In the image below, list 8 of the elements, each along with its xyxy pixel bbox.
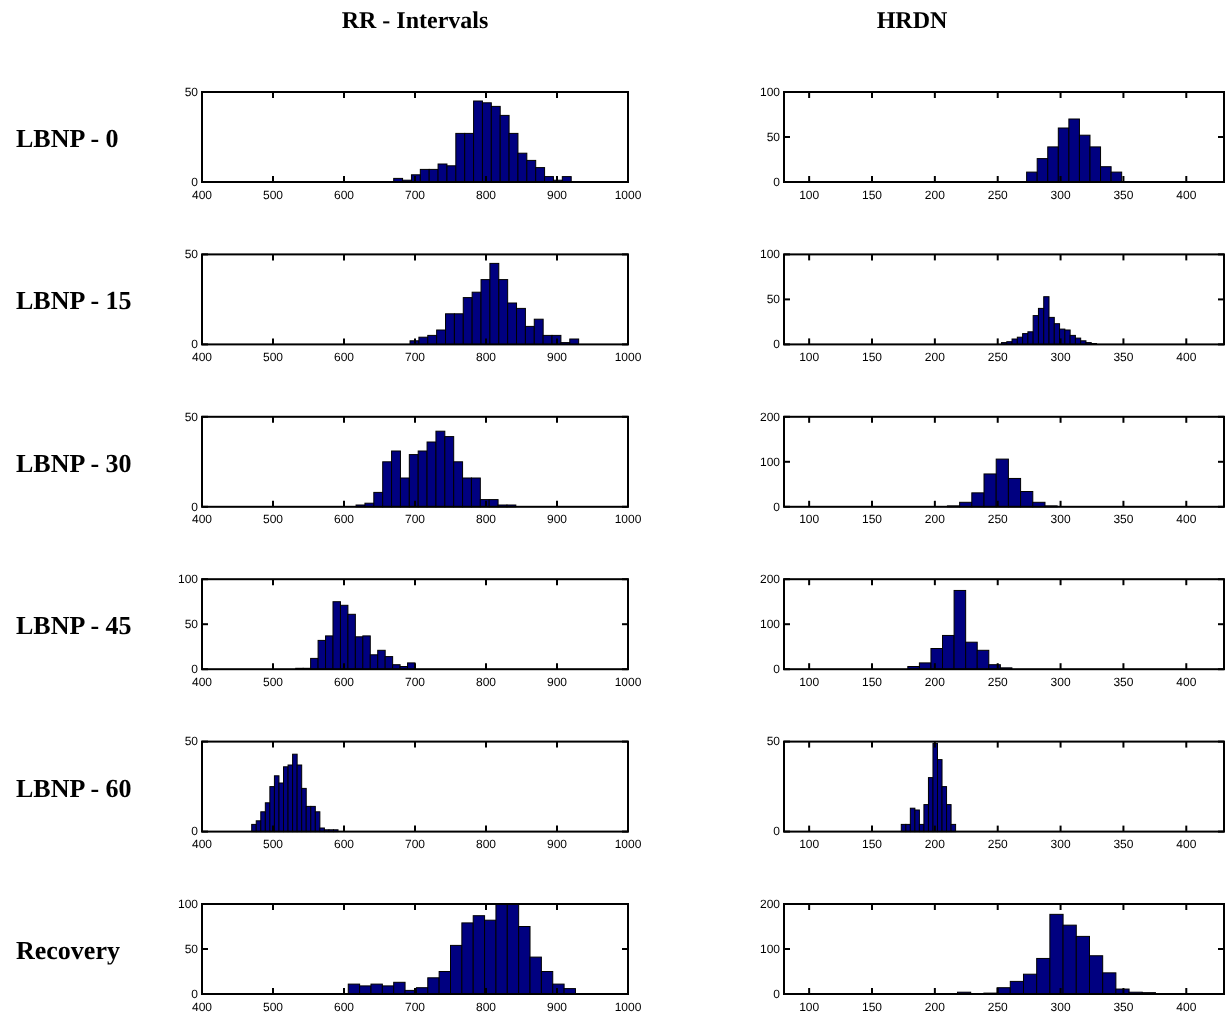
- y-axis-title: LBNP - 30: [16, 447, 132, 478]
- y-axis-title: LBNP - 45: [16, 610, 133, 641]
- y-axis-title: LBNP - 60: [16, 772, 132, 803]
- y-axis-title: LBNP - 0: [16, 123, 119, 153]
- chart-title: RR - Intervals: [341, 6, 489, 34]
- y-axis-title: Recovery: [16, 935, 121, 965]
- y-axis-title: LBNP - 15: [16, 285, 133, 316]
- chart-title: HRDN: [876, 6, 948, 34]
